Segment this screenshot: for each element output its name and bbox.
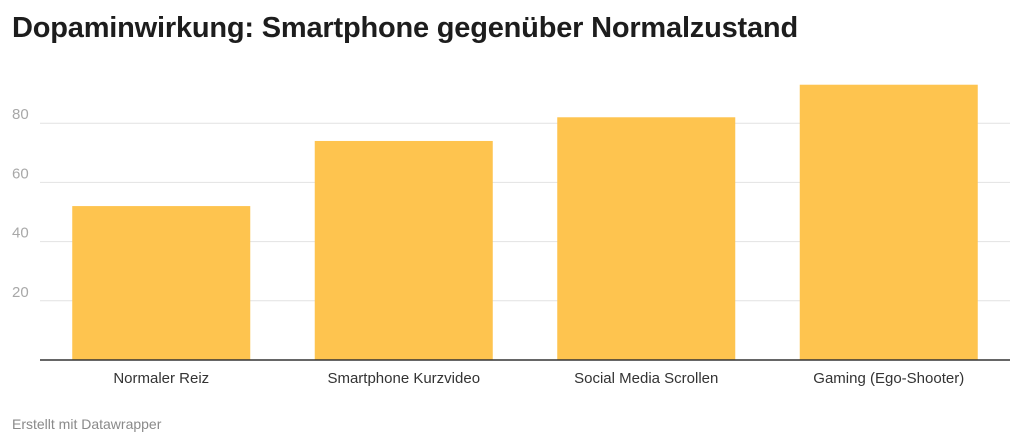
bars [72,84,978,360]
bar [314,140,493,360]
credit-footer: Erstellt mit Datawrapper [12,416,162,432]
y-tick-label: 20 [12,284,29,301]
bar [799,84,978,360]
x-category-label: Smartphone Kurzvideo [327,370,480,387]
bar [557,117,736,360]
x-category-label: Gaming (Ego-Shooter) [813,370,964,387]
y-tick-label: 80 [12,106,29,123]
axis-labels: 20 40 60 80 Normaler Reiz Smartphone Kurzvide… [12,106,964,387]
y-tick-label: 60 [12,165,29,182]
x-category-label: Social Media Scrollen [574,370,718,387]
y-tick-label: 40 [12,225,29,242]
x-category-label: Normaler Reiz [113,370,209,387]
chart-title: Dopaminwirkung: Smartphone gegenüber Nor… [12,12,798,44]
bar [72,206,251,360]
